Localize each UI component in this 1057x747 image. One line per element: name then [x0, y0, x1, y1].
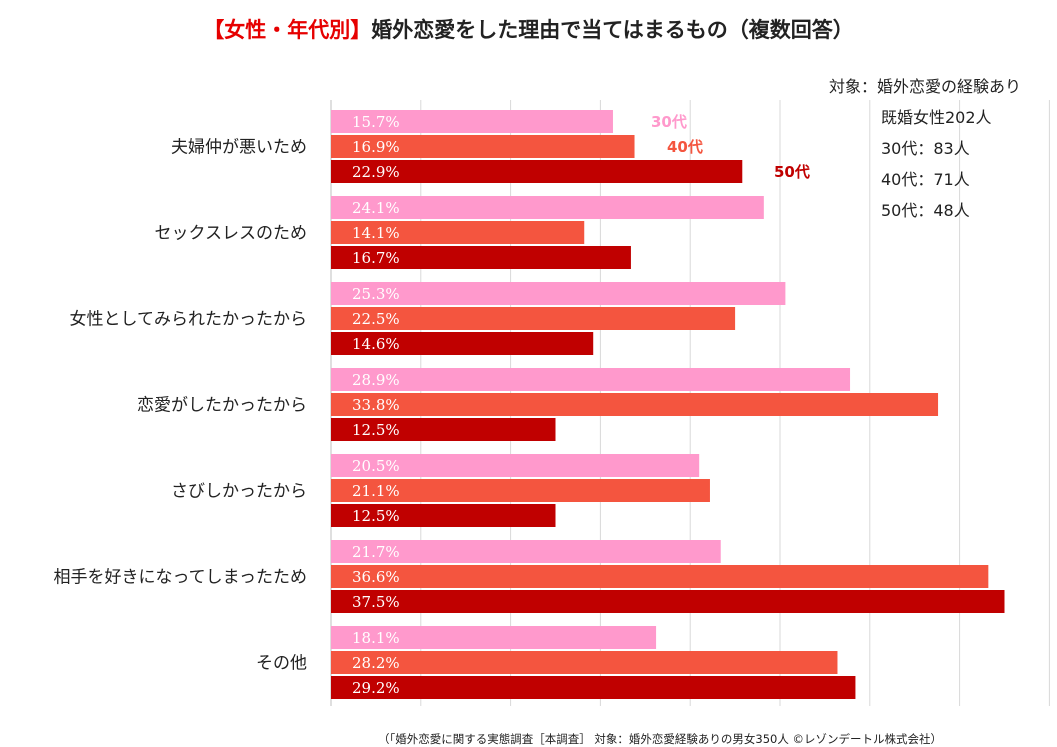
category-label: 相手を好きになってしまったため: [54, 568, 307, 588]
data-label: 21.7%: [352, 543, 400, 561]
data-label: 16.7%: [352, 249, 400, 267]
source-note: （「婚外恋愛に関する実態調査［本調査］ 対象：婚外恋愛経験ありの男女350人 ©…: [378, 732, 943, 746]
data-label: 28.2%: [352, 654, 400, 672]
data-label: 21.1%: [352, 482, 400, 500]
data-label: 29.2%: [352, 679, 400, 697]
data-label: 22.9%: [352, 163, 400, 181]
note-40s-count: 40代：71人: [881, 170, 970, 189]
category-label: その他: [256, 654, 307, 674]
note-target: 対象：婚外恋愛の経験あり: [829, 77, 1022, 96]
bar-50代: [331, 590, 1005, 613]
category-label: さびしかったから: [171, 482, 307, 502]
data-label: 14.6%: [352, 335, 400, 353]
bar-40代: [331, 565, 989, 588]
data-label: 28.9%: [352, 371, 400, 389]
legend-label-30代: 30代: [651, 113, 687, 131]
chart-title-main: 婚外恋愛をした理由で当てはまるもの（複数回答）: [371, 18, 854, 42]
category-label: セックスレスのため: [155, 224, 308, 244]
bar-50代: [331, 418, 556, 441]
bar-30代: [331, 540, 721, 563]
bar-50代: [331, 246, 631, 269]
chart-title: 【女性・年代別】婚外恋愛をした理由で当てはまるもの（複数回答）: [0, 14, 1057, 44]
bar-30代: [331, 368, 851, 391]
note-sample: 既婚女性202人: [881, 108, 992, 127]
category-label: 夫婦仲が悪いため: [171, 138, 307, 158]
bar-50代: [331, 676, 856, 699]
category-label: 女性としてみられたかったから: [70, 310, 308, 330]
data-label: 20.5%: [352, 457, 400, 475]
data-label: 14.1%: [352, 224, 400, 242]
data-label: 37.5%: [352, 593, 400, 611]
data-label: 15.7%: [352, 113, 400, 131]
legend-label-50代: 50代: [774, 163, 810, 181]
bar-40代: [331, 651, 838, 674]
bar-50代: [331, 160, 743, 183]
data-label: 25.3%: [352, 285, 400, 303]
bar-40代: [331, 393, 939, 416]
bar-40代: [331, 307, 736, 330]
data-label: 24.1%: [352, 199, 400, 217]
data-label: 12.5%: [352, 507, 400, 525]
data-label: 22.5%: [352, 310, 400, 328]
data-label: 12.5%: [352, 421, 400, 439]
bar-30代: [331, 626, 657, 649]
bar-30代: [331, 454, 700, 477]
legend-label-40代: 40代: [667, 138, 703, 156]
data-label: 16.9%: [352, 138, 400, 156]
chart-title-highlight: 【女性・年代別】: [203, 18, 372, 42]
bar-50代: [331, 332, 594, 355]
category-label: 恋愛がしたかったから: [137, 395, 307, 416]
note-30s-count: 30代：83人: [881, 139, 970, 158]
bar-30代: [331, 110, 613, 133]
bar-40代: [331, 221, 585, 244]
bar-40代: [331, 479, 710, 502]
data-label: 36.6%: [352, 568, 400, 586]
bar-30代: [331, 282, 786, 305]
data-label: 18.1%: [352, 629, 400, 647]
bar-40代: [331, 135, 635, 158]
data-label: 33.8%: [352, 396, 400, 414]
bar-30代: [331, 196, 764, 219]
note-50s-count: 50代：48人: [881, 201, 970, 220]
bar-50代: [331, 504, 556, 527]
